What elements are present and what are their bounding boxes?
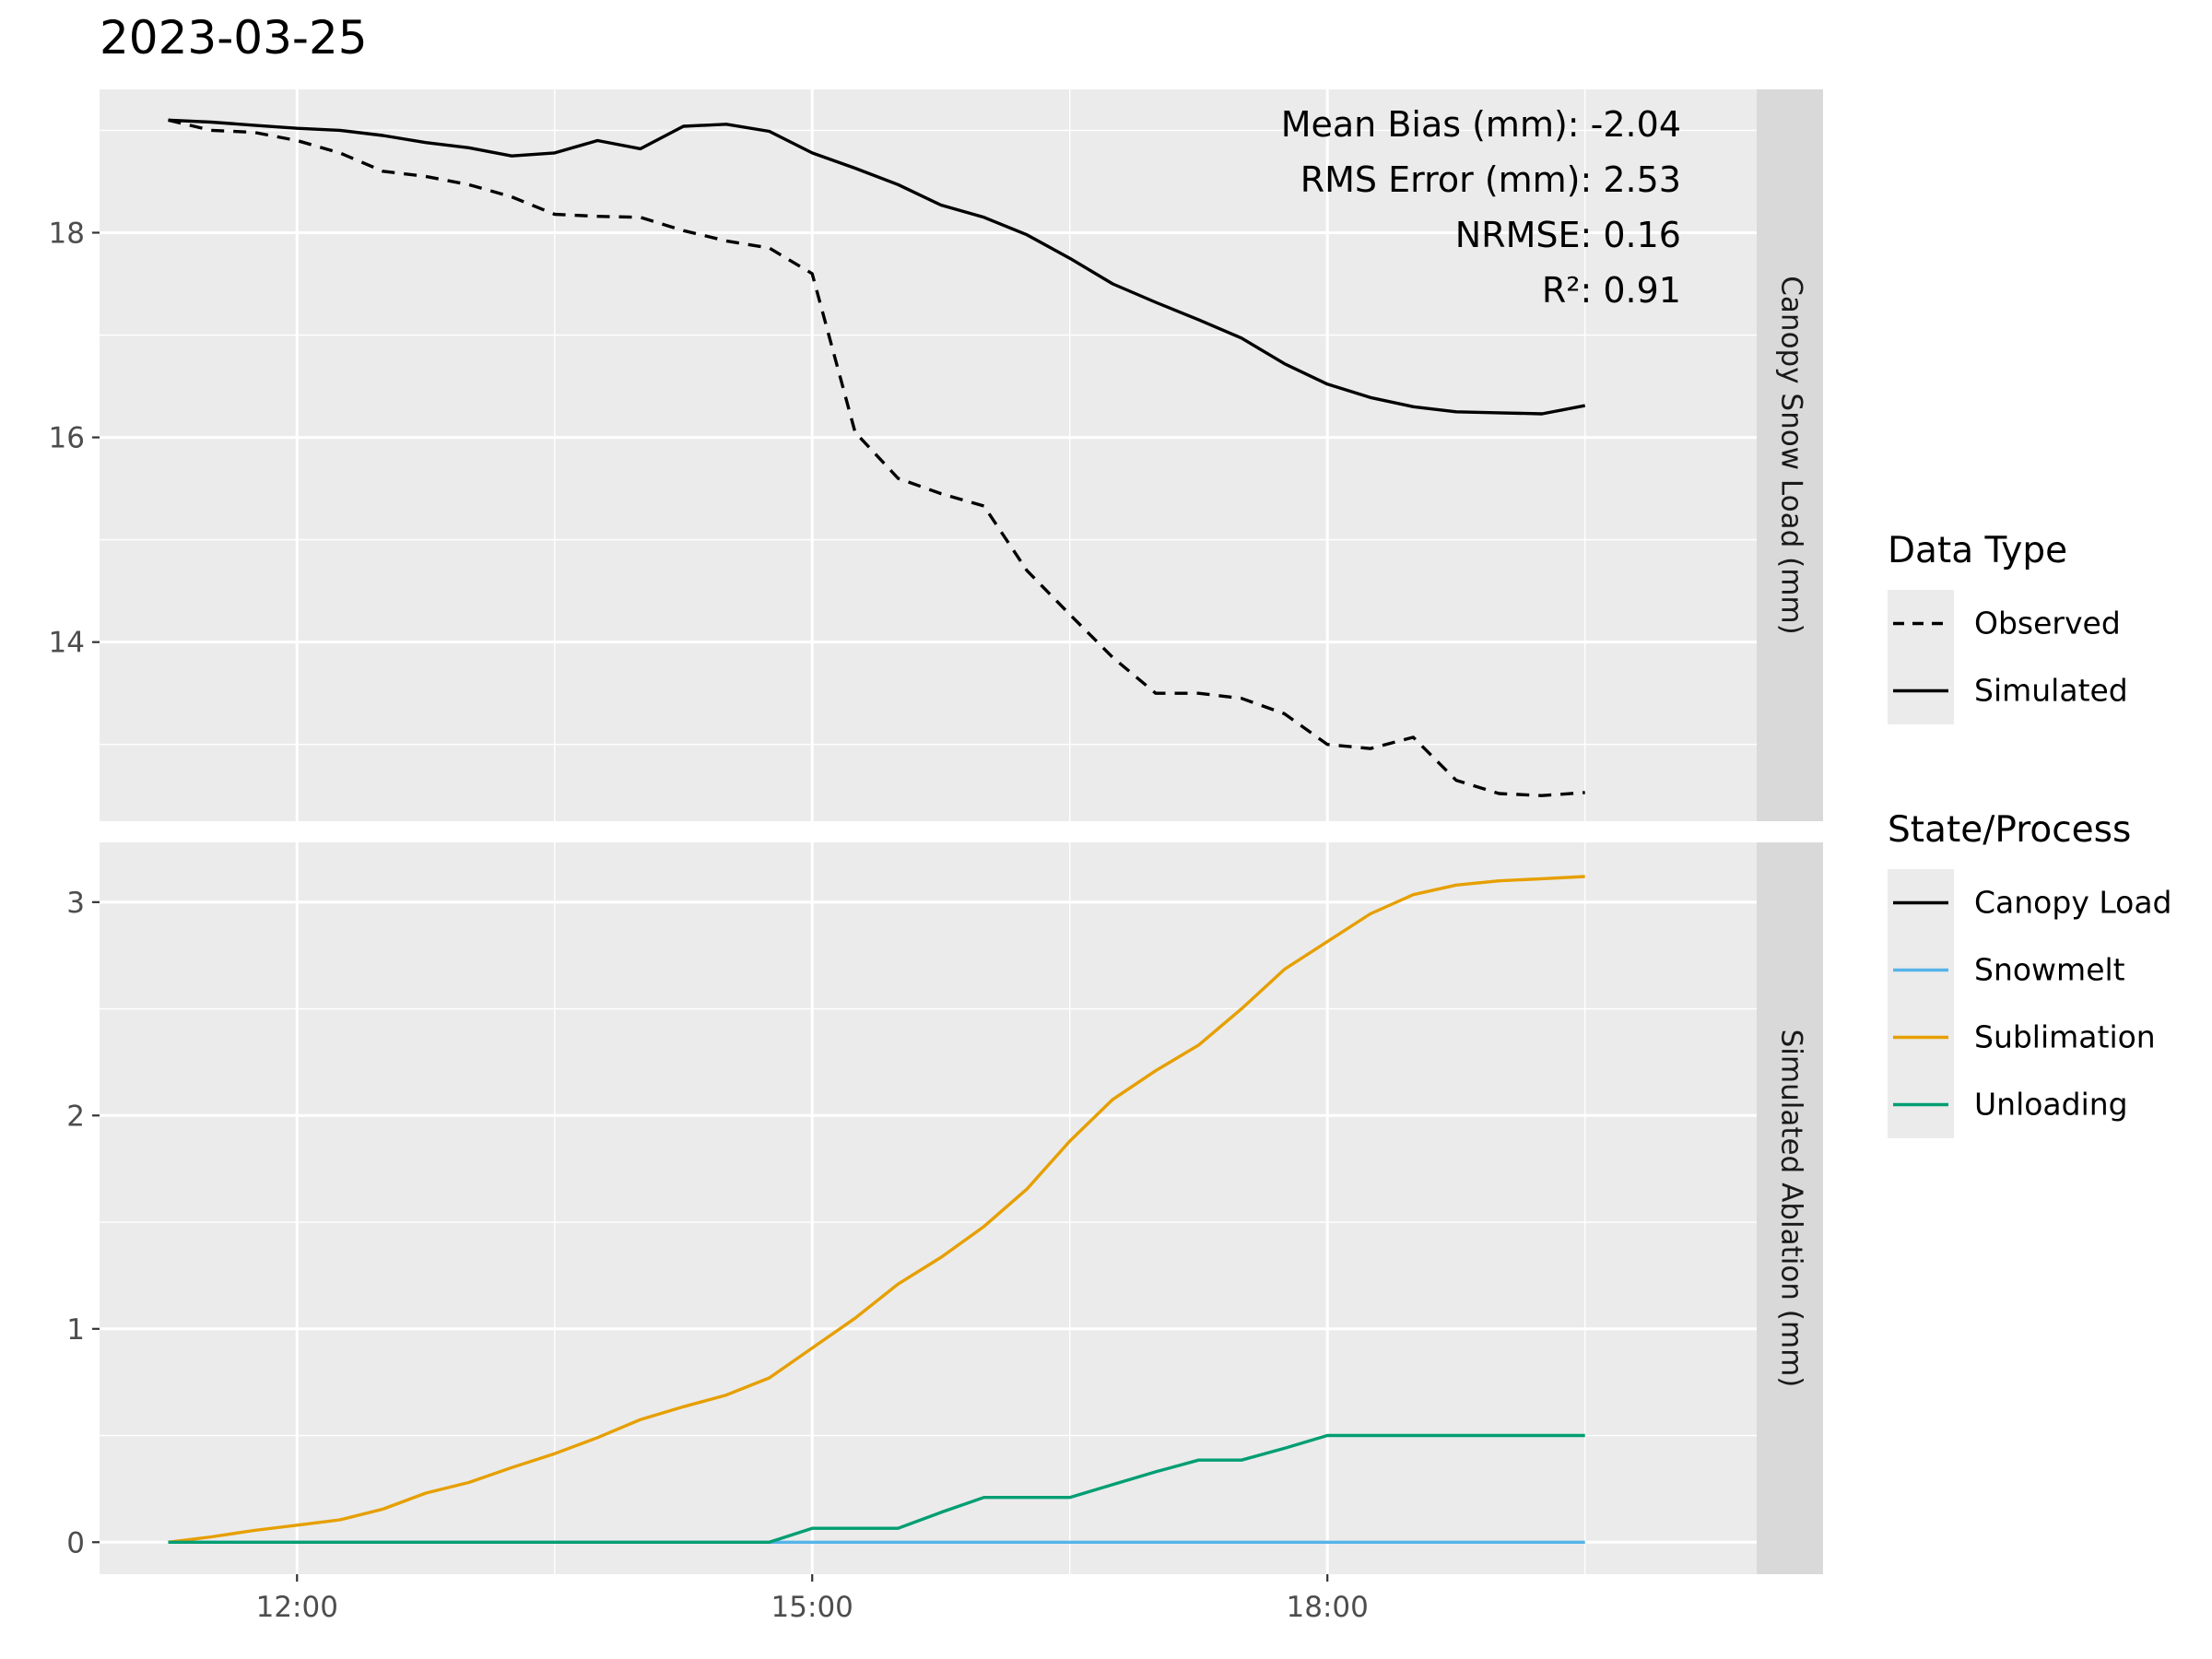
facet-strip-label: Canopy Snow Load (mm) <box>1775 276 1808 634</box>
legend-title: State/Process <box>1888 809 2131 851</box>
stat-annotation: RMS Error (mm): 2.53 <box>1300 159 1681 200</box>
facet-strip <box>1757 89 1823 821</box>
x-tick-label: 18:00 <box>1287 1591 1369 1624</box>
y-tick-label: 3 <box>66 887 85 920</box>
stat-annotation: R²: 0.91 <box>1542 270 1681 311</box>
legend-entry-label: Snowmelt <box>1974 952 2125 988</box>
legend-entry-label: Unloading <box>1974 1087 2128 1123</box>
stat-annotation: NRMSE: 0.16 <box>1455 215 1681 255</box>
y-tick-label: 0 <box>66 1526 85 1559</box>
legend-entry-label: Canopy Load <box>1974 885 2172 921</box>
y-tick-label: 2 <box>66 1100 85 1133</box>
legend-entry-label: Simulated <box>1974 673 2128 709</box>
series-line-unloading <box>168 1433 1585 1545</box>
legend-key-background <box>1888 869 1954 1138</box>
legend-entry-label: Sublimation <box>1974 1019 2156 1055</box>
series-line-sublimation <box>168 875 1585 1544</box>
facet-strip <box>1757 842 1823 1574</box>
legend-title: Data Type <box>1888 530 2067 571</box>
series-line-observed <box>168 118 1585 797</box>
y-tick-label: 1 <box>66 1313 85 1347</box>
legend-2: State/Process Canopy Load Snowmelt Sublimat… <box>1888 809 2172 1138</box>
legend-1: Data Type Observed Simulated <box>1888 530 2128 724</box>
x-tick-label: 15:00 <box>771 1591 853 1624</box>
panel-2: 0 1 2 3 Simulated Ablation (mm) 12:00 15:00 18:… <box>66 842 1823 1624</box>
legend-key-background <box>1888 590 1954 724</box>
y-tick-label: 16 <box>49 422 85 455</box>
panel-background <box>100 842 1757 1574</box>
x-tick-label: 12:00 <box>256 1591 338 1624</box>
y-tick-label: 14 <box>49 627 85 660</box>
facet-strip-label: Simulated Ablation (mm) <box>1775 1030 1808 1388</box>
legend-entry-label: Observed <box>1974 606 2121 641</box>
stat-annotation: Mean Bias (mm): -2.04 <box>1281 104 1681 145</box>
panel-1: 14 16 18 Canopy Snow Load (mm) Mean Bias (mm… <box>49 89 1823 821</box>
y-tick-label: 18 <box>49 217 85 250</box>
series-line-simulated <box>168 118 1586 416</box>
panel-background <box>100 89 1757 821</box>
chart-title: 2023-03-25 <box>100 11 368 65</box>
